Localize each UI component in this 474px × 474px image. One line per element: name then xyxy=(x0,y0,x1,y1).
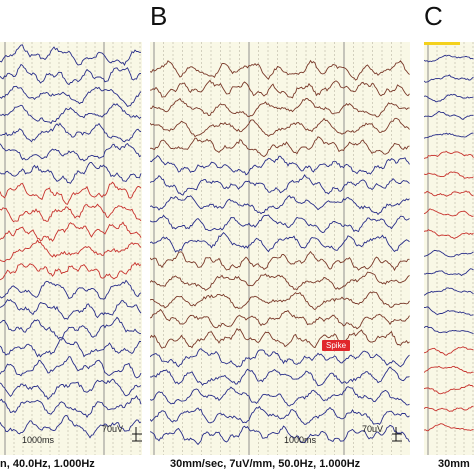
selection-marker xyxy=(424,42,460,45)
eeg-trace-a-2 xyxy=(0,63,142,86)
eeg-panel-b: Spike 1000ms 70uV xyxy=(150,42,410,455)
spike-event-badge[interactable]: Spike xyxy=(322,340,351,351)
time-scale-label-b: 1000ms xyxy=(284,435,317,445)
eeg-panel-c xyxy=(424,42,474,455)
eeg-trace-a-7 xyxy=(0,162,142,184)
eeg-trace-b-10 xyxy=(150,231,410,253)
eeg-trace-a-20 xyxy=(0,414,142,439)
eeg-trace-a-3 xyxy=(0,85,142,107)
eeg-trace-b-2 xyxy=(150,79,410,99)
eeg-trace-a-5 xyxy=(0,122,142,143)
panel-c-footer: 30mm xyxy=(438,458,470,470)
eeg-trace-c-11 xyxy=(424,249,474,258)
eeg-trace-b-7 xyxy=(150,174,410,196)
eeg-trace-b-13 xyxy=(150,291,410,311)
eeg-trace-c-2 xyxy=(424,74,474,83)
eeg-traces-c xyxy=(424,42,474,455)
eeg-trace-a-10 xyxy=(0,221,142,242)
eeg-trace-c-16 xyxy=(424,346,474,356)
eeg-trace-c-15 xyxy=(424,325,474,335)
eeg-trace-c-19 xyxy=(424,405,474,412)
eeg-trace-a-14 xyxy=(0,298,142,320)
eeg-trace-b-11 xyxy=(150,250,410,272)
eeg-trace-a-18 xyxy=(0,378,142,401)
eeg-trace-b-15 xyxy=(150,327,410,349)
eeg-trace-a-19 xyxy=(0,395,142,419)
eeg-trace-b-18 xyxy=(150,386,410,407)
eeg-trace-c-12 xyxy=(424,268,474,277)
eeg-traces-a xyxy=(0,42,142,455)
eeg-trace-b-16 xyxy=(150,348,410,368)
eeg-trace-c-8 xyxy=(424,190,474,197)
eeg-trace-c-3 xyxy=(424,93,474,103)
eeg-trace-a-9 xyxy=(0,203,142,223)
panel-b-letter: B xyxy=(150,1,168,31)
eeg-panel-a: 1000ms 70uV xyxy=(0,42,142,455)
eeg-trace-b-17 xyxy=(150,366,410,387)
eeg-trace-a-1 xyxy=(0,44,142,66)
eeg-trace-c-4 xyxy=(424,110,474,121)
eeg-trace-c-20 xyxy=(424,423,474,432)
eeg-trace-c-6 xyxy=(424,150,474,159)
eeg-trace-a-4 xyxy=(0,103,142,125)
panel-b-footer: 30mm/sec, 7uV/mm, 50.0Hz, 1.000Hz xyxy=(170,458,361,470)
eeg-trace-b-6 xyxy=(150,154,410,176)
eeg-trace-b-19 xyxy=(150,405,410,426)
eeg-trace-a-12 xyxy=(0,261,142,281)
eeg-trace-b-5 xyxy=(150,136,410,158)
eeg-trace-b-14 xyxy=(150,308,410,330)
eeg-trace-a-8 xyxy=(0,181,142,205)
scale-bar xyxy=(132,427,142,442)
eeg-trace-a-13 xyxy=(0,279,142,300)
scale-bar xyxy=(392,427,402,442)
panel-a-footer: n, 40.0Hz, 1.000Hz xyxy=(0,458,95,470)
amp-scale-label-a: 70uV xyxy=(102,424,124,434)
eeg-trace-c-17 xyxy=(424,365,474,374)
eeg-trace-a-17 xyxy=(0,355,142,379)
eeg-trace-c-9 xyxy=(424,208,474,217)
eeg-trace-b-8 xyxy=(150,194,410,216)
eeg-trace-c-10 xyxy=(424,229,474,240)
eeg-trace-b-1 xyxy=(150,59,410,81)
eeg-traces-b xyxy=(150,42,410,455)
eeg-trace-c-7 xyxy=(424,171,474,179)
eeg-trace-b-20 xyxy=(150,424,410,446)
eeg-trace-a-6 xyxy=(0,143,142,162)
eeg-trace-b-9 xyxy=(150,214,410,233)
eeg-trace-c-18 xyxy=(424,384,474,395)
eeg-trace-b-12 xyxy=(150,271,410,291)
eeg-trace-a-15 xyxy=(0,316,141,340)
amp-scale-label-b: 70uV xyxy=(362,424,384,434)
eeg-trace-a-11 xyxy=(0,239,142,263)
eeg-trace-a-16 xyxy=(0,337,142,358)
time-scale-label-a: 1000ms xyxy=(22,435,55,445)
eeg-trace-c-14 xyxy=(424,306,474,316)
eeg-trace-b-4 xyxy=(150,117,410,138)
eeg-trace-b-3 xyxy=(150,97,410,118)
eeg-trace-c-1 xyxy=(424,54,474,63)
eeg-trace-c-5 xyxy=(424,132,474,139)
panel-c-letter: C xyxy=(424,1,443,31)
eeg-trace-c-13 xyxy=(424,287,474,296)
